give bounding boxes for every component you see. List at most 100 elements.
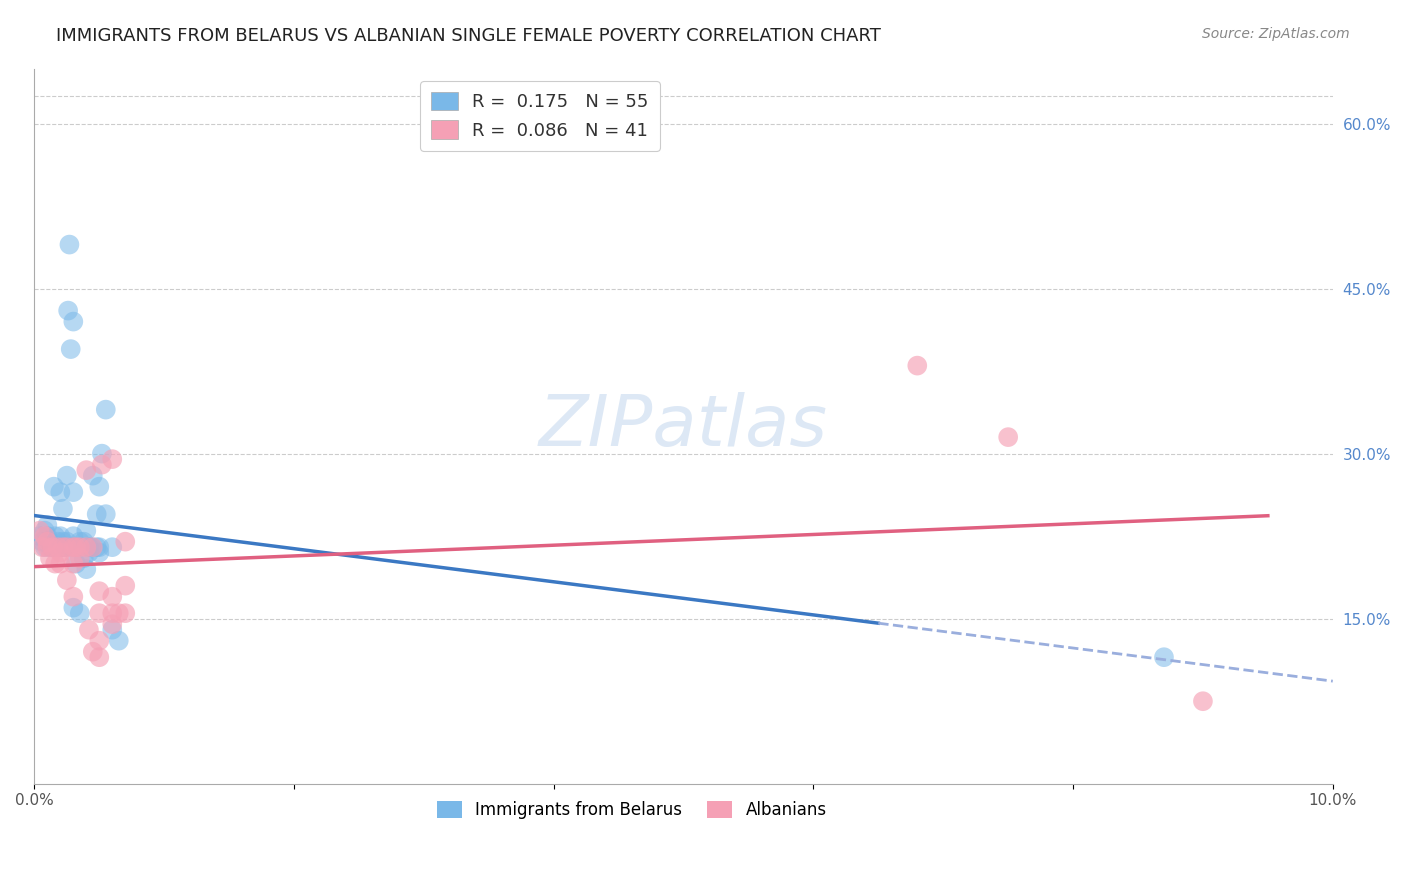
Point [101, 540, 124, 554]
Point [75, 524, 97, 538]
Point [55, 540, 77, 554]
Point [28, 524, 51, 538]
Point [107, 606, 129, 620]
Point [69, 540, 91, 554]
Point [62, 540, 84, 554]
Point [75, 540, 97, 554]
Point [31, 540, 53, 554]
Point [56, 534, 79, 549]
Point [34, 524, 56, 538]
Point [86, 507, 108, 521]
Point [46, 534, 69, 549]
Point [114, 606, 136, 620]
Point [82, 468, 104, 483]
Text: IMMIGRANTS FROM BELARUS VS ALBANIAN SINGLE FEMALE POVERTY CORRELATION CHART: IMMIGRANTS FROM BELARUS VS ALBANIAN SING… [56, 27, 882, 45]
Point [94, 507, 117, 521]
Point [62, 315, 84, 329]
Point [62, 600, 84, 615]
Legend: Immigrants from Belarus, Albanians: Immigrants from Belarus, Albanians [430, 794, 834, 825]
Point [89, 633, 111, 648]
Point [77, 540, 100, 554]
Point [86, 540, 108, 554]
Point [89, 540, 111, 554]
Point [62, 485, 84, 500]
Point [62, 529, 84, 543]
Point [62, 557, 84, 571]
Point [89, 480, 111, 494]
Point [34, 540, 56, 554]
Point [1153, 650, 1175, 665]
Point [89, 650, 111, 665]
Point [62, 540, 84, 554]
Point [101, 617, 124, 632]
Point [34, 529, 56, 543]
Point [41, 540, 63, 554]
Point [56, 573, 79, 587]
Point [39, 551, 62, 566]
Point [65, 540, 87, 554]
Text: ZIPatlas: ZIPatlas [538, 392, 828, 460]
Point [56, 540, 79, 554]
Point [69, 534, 91, 549]
Point [44, 529, 66, 543]
Point [37, 529, 59, 543]
Point [114, 534, 136, 549]
Point [89, 546, 111, 560]
Point [44, 557, 66, 571]
Point [42, 540, 65, 554]
Point [37, 518, 59, 533]
Point [69, 606, 91, 620]
Point [66, 540, 89, 554]
Point [41, 540, 63, 554]
Point [52, 534, 75, 549]
Point [49, 546, 72, 560]
Point [56, 468, 79, 483]
Point [89, 606, 111, 620]
Point [58, 237, 80, 252]
Point [101, 623, 124, 637]
Text: Source: ZipAtlas.com: Source: ZipAtlas.com [1202, 27, 1350, 41]
Point [101, 606, 124, 620]
Point [905, 359, 928, 373]
Point [114, 579, 136, 593]
Point [39, 540, 62, 554]
Point [52, 540, 75, 554]
Point [56, 303, 79, 318]
Point [59, 342, 82, 356]
Point [28, 529, 51, 543]
Point [90, 458, 112, 472]
Point [62, 590, 84, 604]
Point [997, 430, 1019, 444]
Point [37, 534, 59, 549]
Point [49, 485, 72, 500]
Point [73, 534, 96, 549]
Point [46, 540, 69, 554]
Point [52, 501, 75, 516]
Point [65, 557, 87, 571]
Point [90, 447, 112, 461]
Point [80, 540, 103, 554]
Point [107, 633, 129, 648]
Point [52, 540, 75, 554]
Point [75, 463, 97, 477]
Point [56, 540, 79, 554]
Point [101, 452, 124, 467]
Point [94, 402, 117, 417]
Point [73, 551, 96, 566]
Point [82, 540, 104, 554]
Point [77, 546, 100, 560]
Point [45, 540, 67, 554]
Point [89, 584, 111, 599]
Point [1192, 694, 1215, 708]
Point [49, 529, 72, 543]
Point [101, 590, 124, 604]
Point [69, 551, 91, 566]
Point [49, 557, 72, 571]
Point [75, 562, 97, 576]
Point [39, 534, 62, 549]
Point [37, 540, 59, 554]
Point [77, 623, 100, 637]
Point [42, 480, 65, 494]
Point [82, 645, 104, 659]
Point [49, 540, 72, 554]
